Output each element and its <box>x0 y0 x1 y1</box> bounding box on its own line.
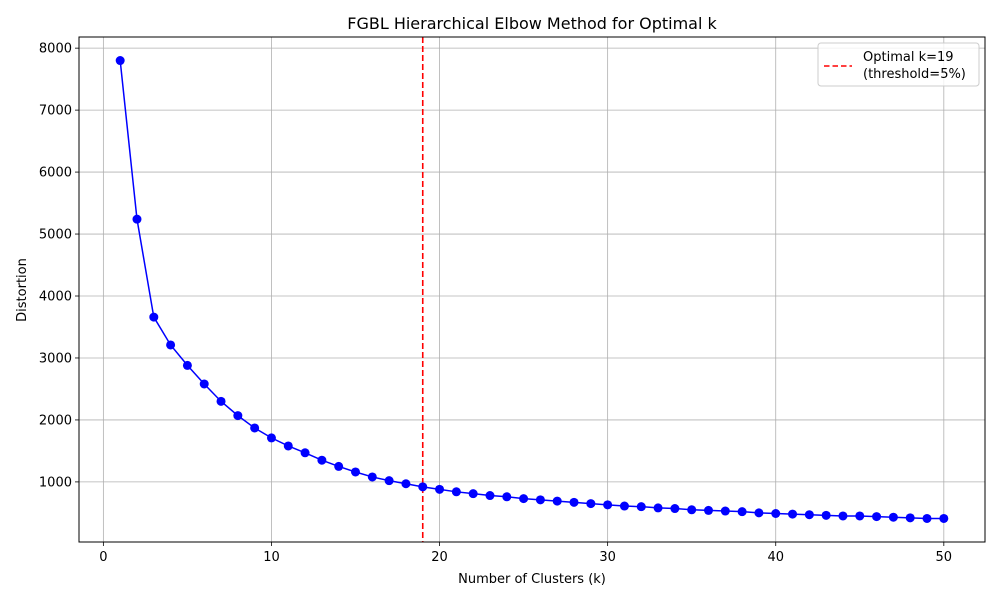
data-point <box>687 505 697 515</box>
x-tick-label: 50 <box>936 550 953 565</box>
plot-frame <box>78 36 986 543</box>
y-tick-label: 5000 <box>39 228 72 243</box>
x-tick-label: 30 <box>599 550 616 565</box>
data-point <box>199 379 209 389</box>
series-group <box>115 56 949 523</box>
data-point <box>435 484 445 494</box>
data-point <box>519 494 529 504</box>
data-point <box>720 506 730 516</box>
y-tick-label: 4000 <box>39 290 72 305</box>
data-point <box>132 214 142 224</box>
data-point <box>754 508 764 518</box>
data-point <box>300 448 310 458</box>
data-point <box>670 504 680 514</box>
data-point <box>569 497 579 507</box>
data-point <box>216 396 226 406</box>
data-point <box>939 513 949 523</box>
chart-title: FGBL Hierarchical Elbow Method for Optim… <box>347 14 717 33</box>
series-line <box>119 60 944 520</box>
data-point <box>182 360 192 370</box>
y-ticks: 1000 2000 3000 4000 5000 6000 7000 8000 <box>39 42 79 490</box>
grid-lines <box>79 37 985 542</box>
x-tick-label: 20 <box>431 550 448 565</box>
data-point <box>535 495 545 505</box>
data-point <box>233 411 243 421</box>
data-point <box>619 501 629 511</box>
x-axis-title: Number of Clusters (k) <box>458 572 606 587</box>
data-point <box>888 512 898 522</box>
data-point <box>367 472 377 482</box>
x-tick-label: 10 <box>263 550 280 565</box>
data-point <box>703 505 713 515</box>
data-point <box>166 340 176 350</box>
data-point <box>502 492 512 502</box>
x-tick-label: 40 <box>767 550 784 565</box>
data-point <box>771 508 781 518</box>
data-point <box>250 423 260 433</box>
data-point <box>905 513 915 523</box>
data-point <box>804 510 814 520</box>
data-point <box>855 511 865 521</box>
legend-box <box>817 42 980 87</box>
y-tick-label: 2000 <box>39 413 72 428</box>
legend-label-line2: (threshold=5%) <box>863 67 966 82</box>
data-point <box>334 461 344 471</box>
data-point <box>115 56 125 66</box>
data-point <box>149 312 159 322</box>
y-tick-label: 8000 <box>39 42 72 57</box>
data-point <box>603 500 613 510</box>
x-tick-label: 0 <box>99 550 107 565</box>
x-ticks: 0 10 20 30 40 50 <box>99 542 952 565</box>
data-point <box>468 489 478 499</box>
data-point <box>586 499 596 509</box>
data-point <box>317 455 327 465</box>
data-point <box>283 441 293 451</box>
data-point <box>401 479 411 489</box>
data-point <box>351 467 361 477</box>
data-point <box>821 510 831 520</box>
data-point <box>552 496 562 506</box>
y-tick-label: 7000 <box>39 104 72 119</box>
y-tick-label: 1000 <box>39 475 72 490</box>
data-point <box>636 502 646 512</box>
data-point <box>384 476 394 486</box>
data-point <box>788 509 798 519</box>
data-point <box>418 482 428 492</box>
y-tick-label: 6000 <box>39 166 72 181</box>
data-point <box>485 491 495 501</box>
data-point <box>266 433 276 443</box>
data-point <box>653 503 663 513</box>
y-tick-label: 3000 <box>39 351 72 366</box>
legend-label-line1: Optimal k=19 <box>863 50 954 65</box>
data-point <box>451 487 461 497</box>
data-point <box>922 513 932 523</box>
data-point <box>737 507 747 517</box>
data-point <box>872 512 882 522</box>
y-axis-title: Distortion <box>15 258 30 322</box>
legend: Optimal k=19 (threshold=5%) <box>817 42 980 87</box>
data-point <box>838 511 848 521</box>
